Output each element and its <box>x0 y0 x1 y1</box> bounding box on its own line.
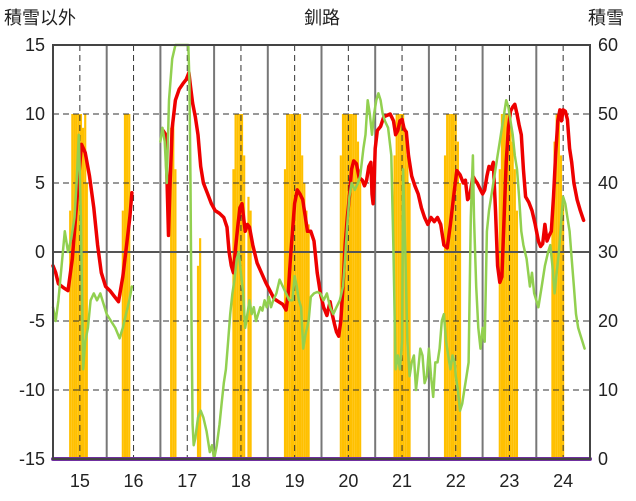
snow-bar <box>75 114 78 459</box>
snow-bar <box>344 114 347 459</box>
x-tick-label: 22 <box>446 471 466 491</box>
snow-bar <box>170 127 173 460</box>
snow-bar <box>350 114 353 459</box>
x-tick-label: 18 <box>231 471 251 491</box>
snow-bar <box>128 114 131 459</box>
left-tick-label: 10 <box>25 104 45 124</box>
x-tick-label: 23 <box>499 471 519 491</box>
right-tick-label: 40 <box>598 173 618 193</box>
x-tick-label: 24 <box>553 471 573 491</box>
snow-bar <box>69 210 72 459</box>
right-tick-label: 0 <box>598 449 608 469</box>
right-axis-label: 積雪 <box>588 8 624 28</box>
snow-bar <box>456 141 459 459</box>
snow-bar <box>283 169 287 459</box>
left-tick-label: 5 <box>35 173 45 193</box>
snow-bar <box>234 114 237 459</box>
right-tick-label: 60 <box>598 35 618 55</box>
snow-bar <box>452 114 455 459</box>
snow-bar <box>511 141 514 459</box>
snow-bar <box>359 169 362 459</box>
right-tick-label: 20 <box>598 311 618 331</box>
x-tick-label: 19 <box>285 471 305 491</box>
snow-bar <box>174 169 177 459</box>
snow-bar <box>346 114 349 459</box>
x-tick-label: 16 <box>124 471 144 491</box>
snow-bar <box>515 210 519 459</box>
snow-bar <box>123 114 127 459</box>
snow-bar <box>446 114 449 459</box>
snow-bar <box>71 114 74 459</box>
snow-bar <box>408 183 411 459</box>
snow-bar <box>126 114 129 459</box>
x-tick-label: 21 <box>392 471 412 491</box>
snow-bar <box>513 169 516 459</box>
snow-bar <box>551 210 554 459</box>
snow-bar <box>298 114 302 459</box>
right-tick-label: 30 <box>598 242 618 262</box>
snow-bar <box>505 114 508 459</box>
snow-bar <box>238 114 241 459</box>
snow-bar <box>500 114 504 459</box>
snow-bar <box>395 114 398 459</box>
snow-bar <box>356 141 360 459</box>
snow-bar <box>348 114 351 459</box>
snow-bar <box>84 114 87 459</box>
right-tick-label: 50 <box>598 104 618 124</box>
left-tick-label: -15 <box>19 449 45 469</box>
snow-bar <box>352 114 355 459</box>
x-tick-label: 17 <box>177 471 197 491</box>
snow-bar <box>450 114 453 459</box>
snow-bar <box>73 114 76 459</box>
snow-bar <box>448 114 451 459</box>
snow-bar <box>121 210 124 459</box>
snow-bar <box>199 238 202 459</box>
left-tick-label: 15 <box>25 35 45 55</box>
snow-bar <box>307 224 310 459</box>
left-axis-label: 積雪以外 <box>4 8 76 28</box>
snow-bar <box>509 114 512 459</box>
snow-bar <box>559 155 563 459</box>
x-tick-label: 15 <box>70 471 90 491</box>
series-line-0 <box>51 70 586 338</box>
snow-bar <box>236 114 239 459</box>
snow-bar <box>443 155 447 459</box>
snow-bar <box>507 114 510 459</box>
left-tick-label: -10 <box>19 380 45 400</box>
right-tick-label: 10 <box>598 380 618 400</box>
gridlines <box>53 45 590 459</box>
snow-bar <box>290 114 293 459</box>
snow-bar <box>232 169 235 459</box>
snow-bar <box>498 169 501 459</box>
snow-bar <box>354 114 357 459</box>
snow-bar <box>196 265 200 459</box>
snow-bar <box>77 114 80 459</box>
plot-area-border <box>52 44 591 460</box>
snow-bar <box>172 114 175 459</box>
chart-title: 釧路 <box>304 8 340 28</box>
snow-bar <box>249 210 252 459</box>
left-tick-label: -5 <box>29 311 45 331</box>
snow-bar <box>555 114 558 459</box>
left-tick-label: 0 <box>35 242 45 262</box>
snow-bar <box>397 114 400 459</box>
snow-bar <box>557 114 560 459</box>
series-line-1 <box>51 43 586 461</box>
snow-bar <box>553 141 556 459</box>
snow-bar <box>399 114 403 459</box>
snow-bar <box>458 183 462 459</box>
snow-bar <box>503 114 506 459</box>
x-tick-label: 20 <box>338 471 358 491</box>
snow-bar <box>247 196 250 460</box>
